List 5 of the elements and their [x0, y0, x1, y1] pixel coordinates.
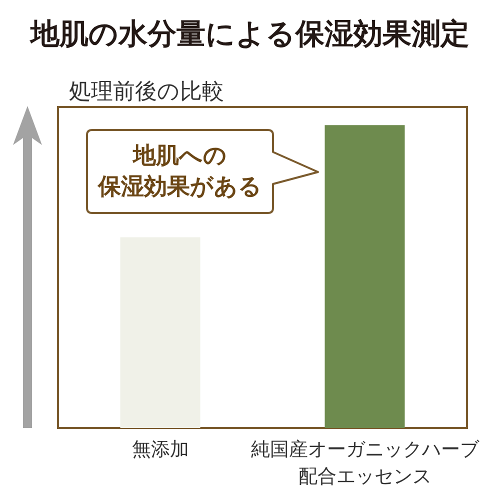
chart-subtitle: 処理前後の比較: [69, 80, 224, 104]
x-tick-label: 純国産オーガニックハーブ配合エッセンス: [250, 438, 480, 488]
annotation: 地肌への保湿効果がある: [96, 142, 263, 202]
chart-title: 地肌の水分量による保湿効果測定: [28, 16, 470, 50]
x-tick-label: 無添加: [132, 438, 189, 460]
